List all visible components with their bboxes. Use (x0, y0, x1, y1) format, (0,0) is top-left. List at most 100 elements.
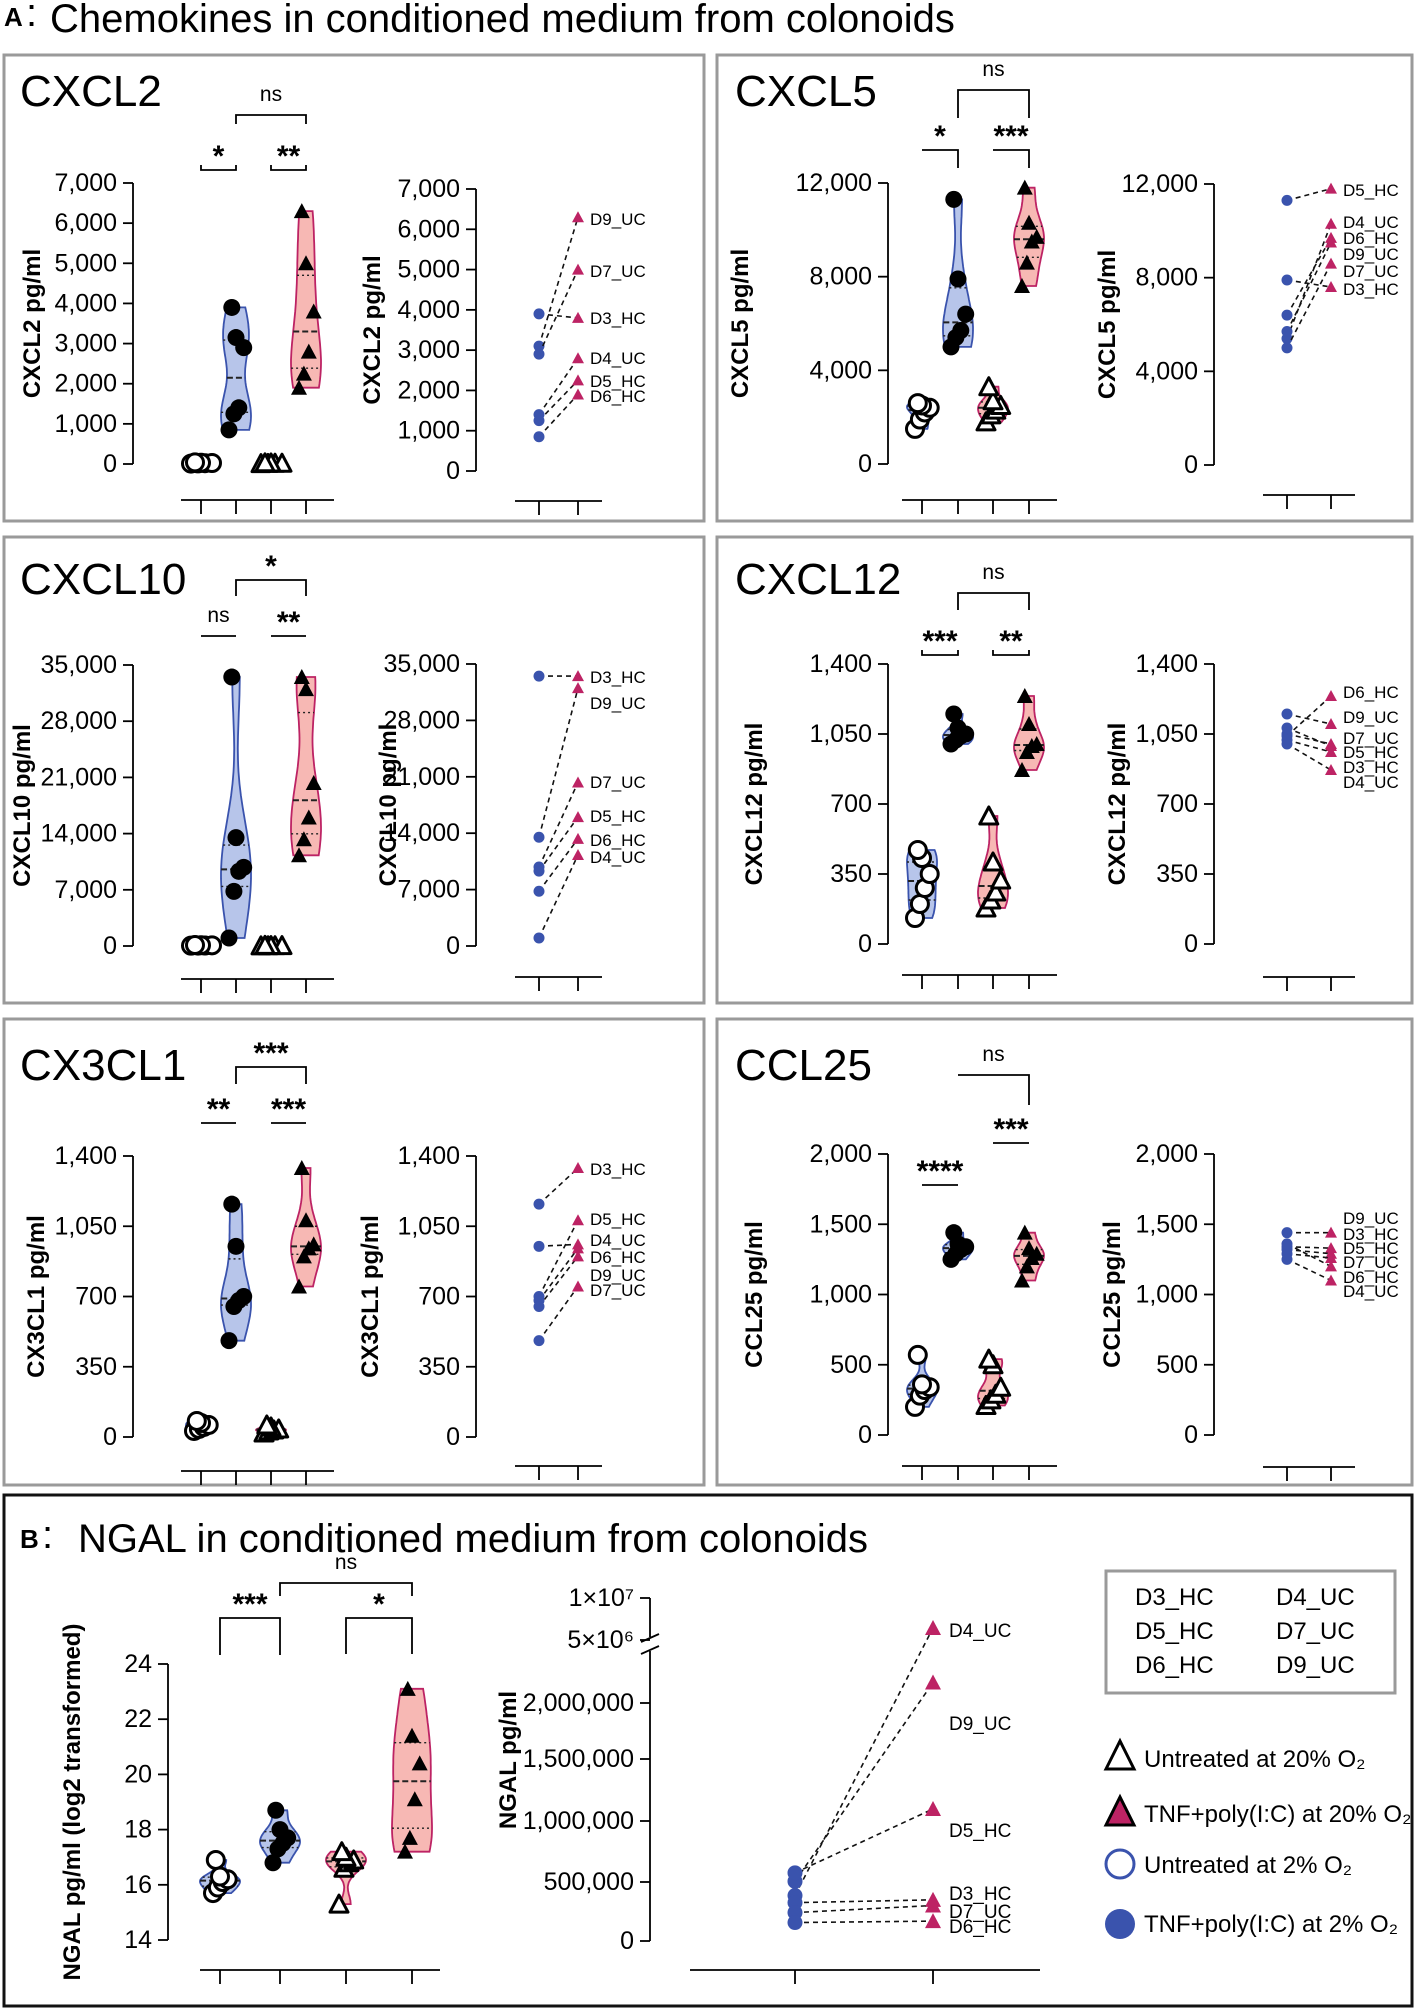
data-point (1016, 688, 1033, 703)
pair-point-after (572, 1242, 584, 1254)
y-tick-label: 1,000 (809, 1281, 872, 1309)
violin-chart-cxcl10: CXCL10 0 7,000 14,000 21,000 28,000 35,000 CXCL… (9, 550, 334, 993)
pair-line (794, 1899, 934, 1904)
significance-label: *** (993, 1113, 1028, 1146)
pair-point-before (1281, 342, 1293, 354)
data-point (298, 255, 314, 271)
panel-frame-cxcl12 (715, 535, 1414, 1005)
data-point (957, 305, 975, 323)
significance-bracket (922, 149, 959, 168)
data-point (235, 1288, 253, 1305)
data-point (223, 1195, 241, 1213)
pair-point-before (533, 348, 545, 360)
donor-label: D9_UC (590, 210, 646, 229)
significance-label: * (934, 120, 946, 153)
pair-point-before (1281, 326, 1293, 338)
pair-point-before (533, 670, 545, 682)
pair-line (1286, 695, 1332, 737)
significance-bracket (345, 1617, 413, 1654)
pair-line (794, 1904, 934, 1914)
filled-triangle-icon (1103, 1793, 1137, 1827)
y-tick-label: 7,000 (54, 876, 117, 904)
y-axis-label: CXCL10 pg/ml (9, 724, 36, 887)
donor-label: D6_HC (1343, 683, 1399, 702)
data-point (185, 452, 205, 473)
pair-point-after (572, 848, 584, 860)
data-point (978, 376, 1000, 397)
data-point (1018, 1258, 1035, 1274)
data-point (300, 343, 317, 359)
data-point (210, 1866, 230, 1887)
donor-legend-entry: D3_HC (1135, 1584, 1214, 1611)
panel-frame-ngal (2, 1493, 1414, 2008)
data-point (186, 1410, 207, 1431)
pair-point-before (533, 1240, 545, 1252)
data-point (227, 829, 245, 847)
donor-label: D5_HC (1343, 181, 1399, 200)
data-point (291, 847, 307, 863)
data-point (1014, 1272, 1030, 1288)
y-axis-label: CXCL12 pg/ml (1104, 723, 1131, 886)
data-point (397, 1843, 413, 1859)
pair-line (794, 1682, 934, 1882)
data-point (949, 270, 967, 288)
pair-line (1286, 279, 1332, 288)
y-tick-label: 0 (1184, 930, 1198, 958)
violin-chart-ngal: NGAL141618202224NGAL pg/ml (log2 transfo… (59, 1551, 440, 1984)
significance-label: ** (277, 140, 301, 173)
y-tick-label: 8,000 (1135, 264, 1198, 292)
data-point (328, 1893, 350, 1914)
data-point (223, 298, 241, 316)
y-tick-label: 1,000 (54, 410, 117, 438)
y-tick-label: 0 (1184, 451, 1198, 479)
legend-label-untreated-2: Untreated at 2% O₂ (1144, 1852, 1352, 1879)
pair-point-after (1325, 740, 1337, 751)
donor-label: D7_UC (1343, 1253, 1399, 1272)
y-tick-label: 14,000 (41, 820, 117, 848)
pair-line (1286, 743, 1332, 771)
donor-label: D6_HC (1343, 1268, 1399, 1287)
data-point (1021, 716, 1037, 731)
data-point (298, 1212, 314, 1228)
pair-point-after (1325, 182, 1337, 194)
charts: CXCL2 0 1,000 2,000 3,000 4,000 5,000 6,000 7,00… (9, 58, 1399, 1984)
donor-label: D7_UC (590, 262, 646, 281)
significance-bracket (993, 149, 1030, 168)
data-point (205, 1849, 226, 1870)
pair-point-after (572, 1280, 584, 1292)
legend-label-untreated-20: Untreated at 20% O₂ (1144, 1746, 1365, 1773)
violin-shape (220, 1203, 252, 1342)
y-tick-label: 0 (858, 1421, 872, 1449)
panel-title: CCL25 (735, 1041, 872, 1090)
paired-chart-cxcl2: 0 1,000 2,000 3,000 4,000 5,000 6,000 7,000 CXCL… (359, 175, 646, 515)
data-point (264, 1854, 282, 1872)
significance-label: *** (993, 120, 1028, 153)
data-point (1014, 762, 1030, 777)
data-point (990, 1376, 1012, 1397)
pair-point-after (1325, 690, 1337, 701)
y-tick-label: 5,000 (54, 249, 117, 277)
donor-legend-entry: D7_UC (1276, 1618, 1355, 1645)
data-point (907, 393, 928, 414)
paired-chart-ccl25: 0 500 1,000 1,500 2,000 CCL25 pg/ml D9_UCD3_HC… (1099, 1140, 1399, 1481)
y-tick-label: 4,000 (809, 356, 872, 384)
data-point (254, 452, 276, 473)
data-point (990, 869, 1012, 890)
significance-label: ns (260, 83, 282, 106)
data-point (271, 1821, 289, 1839)
pair-point-after (572, 1162, 584, 1174)
pair-line (538, 782, 579, 868)
paired-chart-cxcl5: 0 4,000 8,000 12,000 CXCL5 pg/ml D5_HC D4_UCD6… (1094, 170, 1399, 509)
pair-point-before (787, 1865, 803, 1881)
y-tick-label: 6,000 (54, 209, 117, 237)
pair-line (1286, 223, 1332, 339)
y-tick-label: 7,000 (54, 169, 117, 197)
significance-label: ns (982, 561, 1004, 584)
y-tick-label: 0 (103, 1423, 117, 1451)
y-tick-label: 7,000 (397, 876, 460, 904)
y-tick-label: 2,000 (54, 370, 117, 398)
y-tick-label: 12,000 (796, 169, 872, 197)
y-tick-label: 1,050 (397, 1212, 460, 1240)
y-tick-label: 8,000 (809, 263, 872, 291)
